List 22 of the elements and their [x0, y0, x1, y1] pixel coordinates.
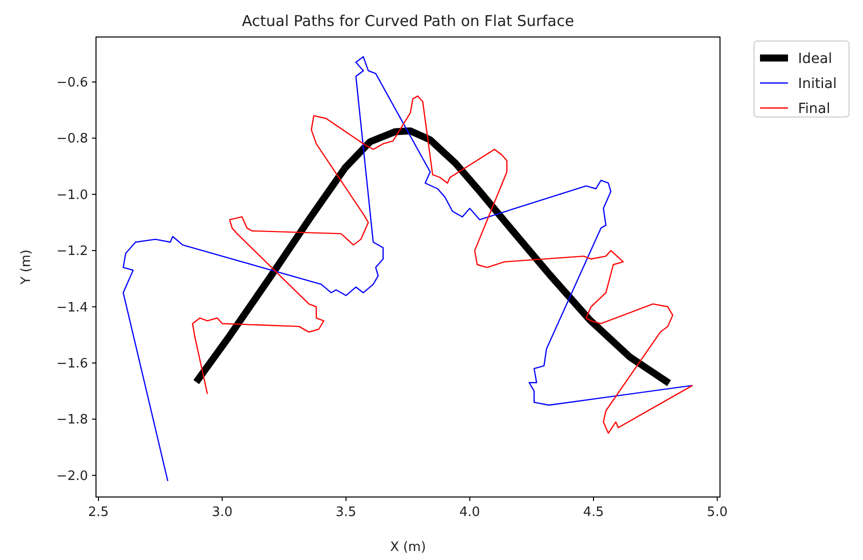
y-tick-label: −0.8 — [56, 132, 88, 147]
legend-label: Initial — [798, 76, 837, 92]
x-tick-label: 2.5 — [88, 505, 109, 520]
x-tick-label: 4.0 — [459, 505, 480, 520]
y-tick-label: −1.4 — [56, 300, 88, 316]
x-tick-label: 3.5 — [336, 505, 356, 520]
legend-label: Final — [798, 101, 830, 117]
y-tick-label: −1.2 — [56, 244, 88, 260]
line-series — [122, 56, 694, 482]
line-series — [192, 95, 694, 434]
y-tick-label: −1.6 — [56, 356, 88, 372]
chart-title: Actual Paths for Curved Path on Flat Surface — [242, 12, 574, 30]
y-tick-label: −1.0 — [56, 188, 88, 203]
x-tick-label: 4.5 — [583, 505, 604, 520]
x-tick-label: 3.0 — [212, 505, 233, 520]
x-tick-label: 5.0 — [706, 505, 728, 520]
y-tick-label: −2.0 — [56, 468, 88, 484]
y-tick-label: −1.8 — [56, 412, 88, 428]
y-tick-label: −0.6 — [56, 75, 88, 90]
legend-label: Ideal — [798, 51, 832, 67]
y-axis-title: Y (m) — [19, 250, 34, 286]
x-axis-title: X (m) — [390, 540, 426, 555]
